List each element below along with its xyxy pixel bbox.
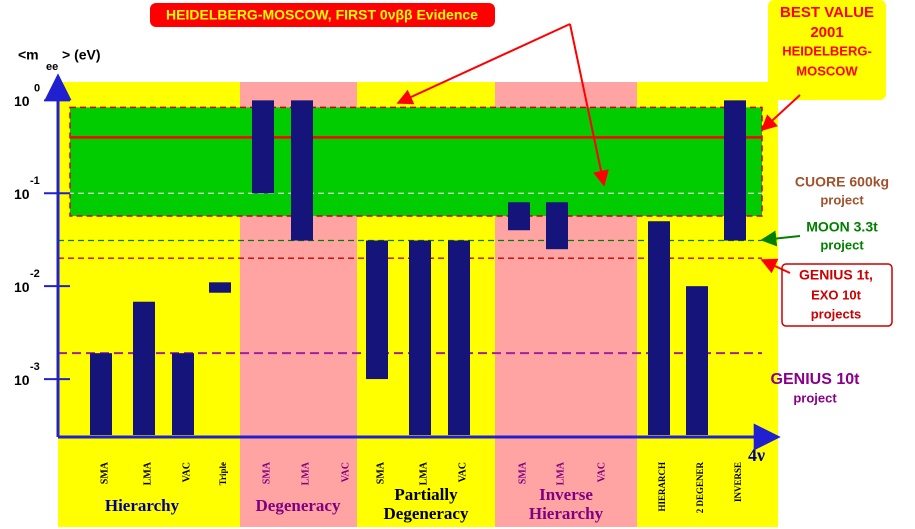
x-tick-label: SMA [375,461,386,484]
bar [291,100,313,241]
sensitivity-label: GENIUS 10t [771,371,861,388]
arrow [760,94,801,132]
sensitivity-label: CUORE 600kg [795,174,889,190]
sensitivity-label: project [820,192,864,207]
x-tick-label: VAC [181,462,192,482]
bar [686,286,708,435]
x-tick-label: 2 DEGENER [695,462,705,514]
x-tick-label: LMA [142,461,153,485]
plot [58,100,763,435]
x-tick-label: INVERSE [733,462,743,502]
best-value-line: BEST VALUE [780,4,874,21]
y-axis-label: <m [18,47,39,63]
arrow [569,23,609,187]
x-tick-label: LMA [555,461,566,485]
y-tick-exponent: 0 [34,82,40,94]
sensitivity-label: project [820,237,864,252]
arrows [396,23,801,274]
sensitivity-label: project [793,390,837,405]
group-label: Hierarchy [529,504,604,523]
group-label: Partially [394,485,458,504]
x-tick-label: VAC [340,462,351,482]
x-axis-label: 4ν [748,445,765,465]
bar [209,282,231,293]
bar [648,221,670,435]
bar [366,240,388,380]
y-tick-label: 10 [14,279,30,295]
sensitivity-label: MOON 3.3t [806,219,878,235]
x-tick-label: HIERARCH [657,462,667,512]
y-axis-label-unit: > (eV) [62,47,101,63]
x-tick-label: VAC [457,462,468,482]
best-value-text: BEST VALUE 2001 HEIDELBERG- MOSCOW [780,4,874,78]
bar [448,240,470,435]
group-label: Inverse [539,485,593,504]
y-tick-label: 10 [14,186,30,202]
group-label: Degeneracy [384,504,469,523]
evidence-band [69,106,763,217]
y-tick-label: 10 [14,93,30,109]
x-tick-label: LMA [300,461,311,485]
best-value-line: 2001 [810,24,843,41]
group-label: Hierarchy [105,496,180,515]
genius-box [781,263,893,327]
y-axis-label-sub: ee [46,61,58,73]
best-value-line: HEIDELBERG- [782,43,872,58]
y-tick-label: 10 [14,372,30,388]
bar [508,202,530,231]
bar [409,240,431,435]
y-tick-exponent: -2 [30,268,40,280]
arrow [760,230,801,247]
chart-title: HEIDELBERG-MOSCOW, FIRST 0νββ Evidence [166,7,478,23]
best-value-line: MOSCOW [796,63,858,78]
bar [252,100,274,194]
bar [724,100,746,241]
best-value-box [768,0,886,100]
x-tick-label: Triple [218,462,228,485]
x-tick-label: SMA [261,461,272,484]
x-tick-label: VAC [596,462,607,482]
x-tick-label: LMA [418,461,429,485]
x-tick-label: SMA [517,461,528,484]
x-tick-label: SMA [99,461,110,484]
bar [546,202,568,250]
sensitivity-label: projects [811,306,862,321]
y-tick-exponent: -1 [30,175,40,187]
sensitivity-label: GENIUS 1t, [799,267,873,283]
bar [90,353,112,435]
group-label: Degeneracy [256,496,341,515]
bar [133,301,155,435]
title-box [150,3,495,27]
sensitivity-label: EXO 10t [811,287,862,302]
bar [172,353,194,435]
y-tick-exponent: -3 [30,361,40,373]
arrow [760,258,791,274]
arrow [396,23,571,105]
